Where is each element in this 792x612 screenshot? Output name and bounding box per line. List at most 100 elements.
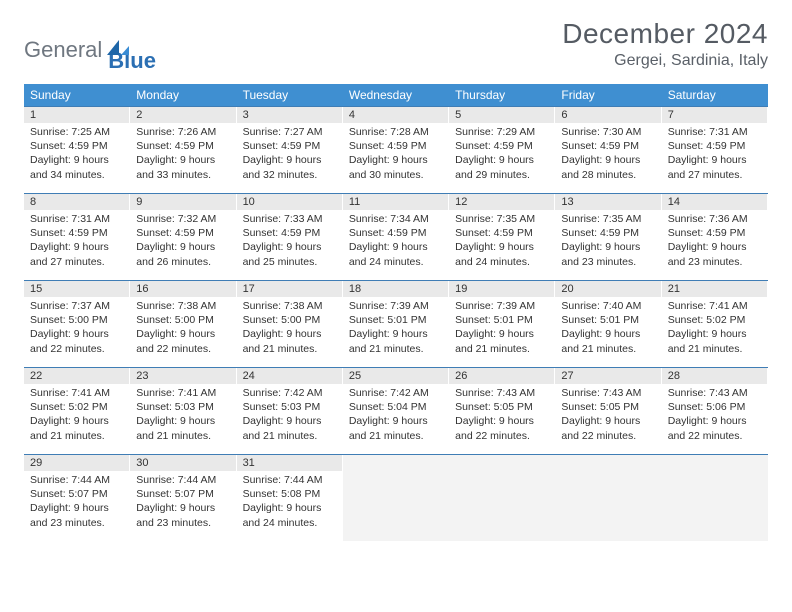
sunrise-text: Sunrise: 7:29 AM bbox=[455, 125, 549, 139]
sunset-text: Sunset: 5:04 PM bbox=[349, 400, 443, 414]
daylight-text: Daylight: 9 hours and 23 minutes. bbox=[30, 501, 124, 529]
day-empty bbox=[662, 455, 768, 541]
sunrise-text: Sunrise: 7:43 AM bbox=[668, 386, 762, 400]
day-cell: 15Sunrise: 7:37 AMSunset: 5:00 PMDayligh… bbox=[24, 281, 130, 367]
day-details: Sunrise: 7:38 AMSunset: 5:00 PMDaylight:… bbox=[130, 297, 236, 360]
sunrise-text: Sunrise: 7:36 AM bbox=[668, 212, 762, 226]
sunset-text: Sunset: 5:02 PM bbox=[30, 400, 124, 414]
sunrise-text: Sunrise: 7:34 AM bbox=[349, 212, 443, 226]
dow-saturday: Saturday bbox=[662, 84, 768, 106]
day-number: 6 bbox=[555, 107, 661, 123]
day-details: Sunrise: 7:41 AMSunset: 5:03 PMDaylight:… bbox=[130, 384, 236, 447]
day-number: 28 bbox=[662, 368, 768, 384]
daylight-text: Daylight: 9 hours and 22 minutes. bbox=[455, 414, 549, 442]
day-number: 1 bbox=[24, 107, 130, 123]
sunset-text: Sunset: 5:00 PM bbox=[136, 313, 230, 327]
sunrise-text: Sunrise: 7:41 AM bbox=[136, 386, 230, 400]
day-number: 23 bbox=[130, 368, 236, 384]
day-number: 14 bbox=[662, 194, 768, 210]
daylight-text: Daylight: 9 hours and 24 minutes. bbox=[243, 501, 337, 529]
sunset-text: Sunset: 4:59 PM bbox=[561, 226, 655, 240]
day-details: Sunrise: 7:37 AMSunset: 5:00 PMDaylight:… bbox=[24, 297, 130, 360]
sunset-text: Sunset: 5:07 PM bbox=[136, 487, 230, 501]
sunset-text: Sunset: 4:59 PM bbox=[30, 226, 124, 240]
day-number: 11 bbox=[343, 194, 449, 210]
daylight-text: Daylight: 9 hours and 23 minutes. bbox=[136, 501, 230, 529]
dow-thursday: Thursday bbox=[449, 84, 555, 106]
day-cell: 3Sunrise: 7:27 AMSunset: 4:59 PMDaylight… bbox=[237, 107, 343, 193]
sunrise-text: Sunrise: 7:41 AM bbox=[668, 299, 762, 313]
day-details: Sunrise: 7:41 AMSunset: 5:02 PMDaylight:… bbox=[662, 297, 768, 360]
day-details: Sunrise: 7:39 AMSunset: 5:01 PMDaylight:… bbox=[343, 297, 449, 360]
day-details: Sunrise: 7:35 AMSunset: 4:59 PMDaylight:… bbox=[555, 210, 661, 273]
day-details: Sunrise: 7:44 AMSunset: 5:07 PMDaylight:… bbox=[130, 471, 236, 534]
daylight-text: Daylight: 9 hours and 21 minutes. bbox=[668, 327, 762, 355]
day-details: Sunrise: 7:43 AMSunset: 5:05 PMDaylight:… bbox=[555, 384, 661, 447]
day-number: 19 bbox=[449, 281, 555, 297]
day-number: 26 bbox=[449, 368, 555, 384]
sunrise-text: Sunrise: 7:44 AM bbox=[136, 473, 230, 487]
day-empty bbox=[555, 455, 661, 541]
daylight-text: Daylight: 9 hours and 22 minutes. bbox=[30, 327, 124, 355]
sunrise-text: Sunrise: 7:44 AM bbox=[243, 473, 337, 487]
sunset-text: Sunset: 5:03 PM bbox=[243, 400, 337, 414]
day-cell: 12Sunrise: 7:35 AMSunset: 4:59 PMDayligh… bbox=[449, 194, 555, 280]
sunrise-text: Sunrise: 7:40 AM bbox=[561, 299, 655, 313]
sunrise-text: Sunrise: 7:42 AM bbox=[349, 386, 443, 400]
day-number: 3 bbox=[237, 107, 343, 123]
sunrise-text: Sunrise: 7:31 AM bbox=[668, 125, 762, 139]
day-empty bbox=[343, 455, 449, 541]
day-of-week-header: SundayMondayTuesdayWednesdayThursdayFrid… bbox=[24, 84, 768, 106]
day-cell: 27Sunrise: 7:43 AMSunset: 5:05 PMDayligh… bbox=[555, 368, 661, 454]
location-subtitle: Gergei, Sardinia, Italy bbox=[562, 52, 768, 70]
sunrise-text: Sunrise: 7:42 AM bbox=[243, 386, 337, 400]
sunset-text: Sunset: 4:59 PM bbox=[455, 139, 549, 153]
day-cell: 30Sunrise: 7:44 AMSunset: 5:07 PMDayligh… bbox=[130, 455, 236, 541]
sunset-text: Sunset: 4:59 PM bbox=[136, 139, 230, 153]
sunrise-text: Sunrise: 7:26 AM bbox=[136, 125, 230, 139]
week-row: 1Sunrise: 7:25 AMSunset: 4:59 PMDaylight… bbox=[24, 106, 768, 193]
sunset-text: Sunset: 4:59 PM bbox=[349, 226, 443, 240]
day-cell: 5Sunrise: 7:29 AMSunset: 4:59 PMDaylight… bbox=[449, 107, 555, 193]
day-number: 20 bbox=[555, 281, 661, 297]
sunset-text: Sunset: 4:59 PM bbox=[455, 226, 549, 240]
day-details: Sunrise: 7:35 AMSunset: 4:59 PMDaylight:… bbox=[449, 210, 555, 273]
day-number: 10 bbox=[237, 194, 343, 210]
day-cell: 29Sunrise: 7:44 AMSunset: 5:07 PMDayligh… bbox=[24, 455, 130, 541]
daylight-text: Daylight: 9 hours and 28 minutes. bbox=[561, 153, 655, 181]
week-row: 15Sunrise: 7:37 AMSunset: 5:00 PMDayligh… bbox=[24, 280, 768, 367]
day-cell: 4Sunrise: 7:28 AMSunset: 4:59 PMDaylight… bbox=[343, 107, 449, 193]
day-cell: 13Sunrise: 7:35 AMSunset: 4:59 PMDayligh… bbox=[555, 194, 661, 280]
sunset-text: Sunset: 4:59 PM bbox=[668, 226, 762, 240]
sunset-text: Sunset: 4:59 PM bbox=[243, 139, 337, 153]
sunset-text: Sunset: 5:08 PM bbox=[243, 487, 337, 501]
day-cell: 23Sunrise: 7:41 AMSunset: 5:03 PMDayligh… bbox=[130, 368, 236, 454]
daylight-text: Daylight: 9 hours and 21 minutes. bbox=[561, 327, 655, 355]
day-number: 4 bbox=[343, 107, 449, 123]
day-details: Sunrise: 7:28 AMSunset: 4:59 PMDaylight:… bbox=[343, 123, 449, 186]
sunset-text: Sunset: 5:01 PM bbox=[349, 313, 443, 327]
sunset-text: Sunset: 5:01 PM bbox=[455, 313, 549, 327]
daylight-text: Daylight: 9 hours and 21 minutes. bbox=[455, 327, 549, 355]
sunset-text: Sunset: 4:59 PM bbox=[349, 139, 443, 153]
daylight-text: Daylight: 9 hours and 21 minutes. bbox=[243, 414, 337, 442]
day-details: Sunrise: 7:40 AMSunset: 5:01 PMDaylight:… bbox=[555, 297, 661, 360]
daylight-text: Daylight: 9 hours and 34 minutes. bbox=[30, 153, 124, 181]
sunset-text: Sunset: 5:05 PM bbox=[561, 400, 655, 414]
day-number: 31 bbox=[237, 455, 343, 471]
day-details: Sunrise: 7:29 AMSunset: 4:59 PMDaylight:… bbox=[449, 123, 555, 186]
sunset-text: Sunset: 5:05 PM bbox=[455, 400, 549, 414]
sunset-text: Sunset: 5:01 PM bbox=[561, 313, 655, 327]
day-cell: 11Sunrise: 7:34 AMSunset: 4:59 PMDayligh… bbox=[343, 194, 449, 280]
daylight-text: Daylight: 9 hours and 26 minutes. bbox=[136, 240, 230, 268]
day-number: 9 bbox=[130, 194, 236, 210]
daylight-text: Daylight: 9 hours and 22 minutes. bbox=[561, 414, 655, 442]
daylight-text: Daylight: 9 hours and 22 minutes. bbox=[136, 327, 230, 355]
day-cell: 22Sunrise: 7:41 AMSunset: 5:02 PMDayligh… bbox=[24, 368, 130, 454]
day-details: Sunrise: 7:42 AMSunset: 5:04 PMDaylight:… bbox=[343, 384, 449, 447]
sunset-text: Sunset: 4:59 PM bbox=[243, 226, 337, 240]
sunrise-text: Sunrise: 7:30 AM bbox=[561, 125, 655, 139]
day-cell: 25Sunrise: 7:42 AMSunset: 5:04 PMDayligh… bbox=[343, 368, 449, 454]
day-details: Sunrise: 7:44 AMSunset: 5:07 PMDaylight:… bbox=[24, 471, 130, 534]
day-number: 12 bbox=[449, 194, 555, 210]
